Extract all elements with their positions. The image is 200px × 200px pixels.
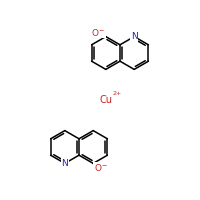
Text: O$^{-}$: O$^{-}$ xyxy=(91,27,105,38)
Text: 2+: 2+ xyxy=(112,91,122,96)
Text: O$^{-}$: O$^{-}$ xyxy=(94,162,108,173)
Text: Cu: Cu xyxy=(99,95,112,105)
Text: N: N xyxy=(61,159,68,168)
Text: N: N xyxy=(131,32,138,41)
